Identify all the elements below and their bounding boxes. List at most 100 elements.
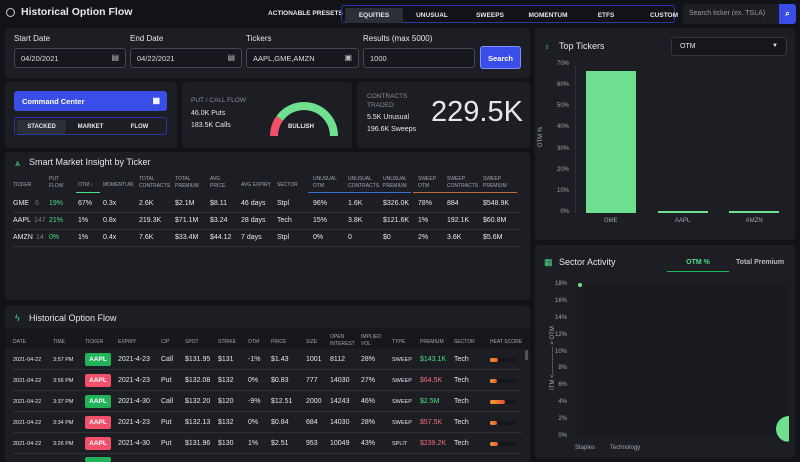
column-header[interactable]: DATE [13, 339, 26, 346]
column-header[interactable]: PREMIUM [420, 339, 444, 346]
ticker-badge[interactable]: AAPL [85, 395, 111, 408]
ticker-name[interactable]: AAPL [13, 217, 31, 224]
search-button[interactable]: Search [480, 46, 521, 69]
table-cell: 192.1K [447, 217, 470, 224]
ticker-badge[interactable]: AAPL [85, 416, 111, 429]
ticker-badge[interactable]: AAPL [85, 437, 111, 450]
column-header[interactable]: TICKER [85, 339, 103, 346]
row-divider [13, 390, 522, 391]
calendar-icon[interactable]: ▤ [111, 53, 119, 62]
contracts-panel: CONTRACTS TRADED 5.5K Unusual 196.6K Swee… [357, 82, 530, 148]
preset-momentum[interactable]: MOMENTUM [528, 12, 568, 19]
column-header[interactable]: SECTOR [454, 339, 475, 346]
table-cell: 0.4x [103, 234, 117, 241]
ticker-badge[interactable]: AAPL [85, 374, 111, 387]
column-header[interactable]: PUT FLOW [49, 176, 63, 190]
data-point-technology[interactable] [776, 415, 789, 442]
column-header[interactable]: OTM ↓ [78, 182, 93, 189]
column-header[interactable]: PRICE [271, 339, 286, 346]
preset-custom[interactable]: CUSTOM [649, 12, 679, 19]
start-date-input[interactable]: 04/20/2021 ▤ [14, 48, 126, 68]
column-header[interactable]: SWEEP OTM [418, 176, 436, 190]
column-header[interactable]: SPOT [185, 339, 199, 346]
table-cell: Tech [277, 217, 292, 224]
preset-unusual[interactable]: UNUSUAL [416, 12, 448, 19]
ticker-badge[interactable]: AAPL [85, 353, 111, 366]
table-cell: 0% [313, 234, 324, 241]
preset-bar: EQUITIES UNUSUAL SWEEPS MOMENTUM ETFS CUSTOM [341, 5, 678, 23]
column-header-line1: HEAT SCORE [490, 339, 523, 345]
column-header-line2: INTEREST [330, 341, 355, 347]
column-header[interactable]: UNUSUAL OTM [313, 176, 337, 190]
column-header[interactable]: TIME [53, 339, 65, 346]
calendar-icon[interactable]: ▤ [227, 53, 235, 62]
column-header[interactable]: SWEEP CONTRACTS [447, 176, 478, 190]
heat-score-bar [490, 400, 517, 404]
end-date-input[interactable]: 04/22/2021 ▤ [130, 48, 242, 68]
time-cell: 3:34 PM [53, 420, 74, 426]
table-cell: 2% [418, 234, 429, 241]
scrollbar-thumb[interactable] [525, 350, 528, 360]
ticker-badge[interactable] [85, 457, 111, 462]
column-header-line1: OTM [248, 339, 260, 345]
y-tick-label: 8% [558, 365, 567, 372]
column-header[interactable]: SWEEP PREMIUM [483, 176, 507, 190]
column-header[interactable]: EXPIRY [118, 339, 136, 346]
table-cell: SWEEP [392, 357, 412, 363]
column-header[interactable]: C/P [161, 339, 169, 346]
put-call-panel: PUT / CALL FLOW 46.0K Puts 183.5K Calls … [182, 82, 352, 148]
row-divider [13, 453, 522, 454]
column-header[interactable]: IMPLIED VOL [361, 334, 381, 348]
tickers-input[interactable]: AAPL,GME,AMZN ▣ [246, 48, 359, 68]
table-cell: $57.5K [420, 419, 443, 426]
flow-header-bg [5, 328, 530, 349]
ticker-name[interactable]: AMZN [13, 234, 33, 241]
command-tab-stacked[interactable]: STACKED [17, 120, 66, 134]
column-header[interactable]: AVG PRICE [210, 176, 225, 190]
sector-tab-0[interactable]: OTM % [667, 259, 729, 272]
row-divider [13, 212, 522, 213]
bar-amzn[interactable] [729, 210, 780, 213]
preset-etfs[interactable]: ETFS [597, 12, 615, 19]
column-header[interactable]: HEAT SCORE [490, 339, 522, 346]
column-header[interactable]: SIZE [306, 339, 317, 346]
column-header[interactable]: MOMENTUM [103, 182, 133, 189]
column-header[interactable]: TOTAL CONTRACTS [139, 176, 170, 190]
metric-select[interactable]: OTM ▼ [671, 37, 787, 56]
column-header[interactable]: TOTAL PREMIUM [175, 176, 199, 190]
table-cell: 2000 [306, 398, 322, 405]
column-header[interactable]: AVG EXPIRY [241, 182, 271, 189]
preset-equities[interactable]: EQUITIES [345, 8, 403, 23]
table-cell: 1.6K [348, 200, 363, 207]
sector-tab-1[interactable]: Total Premium [735, 259, 785, 266]
column-header[interactable]: OPEN INTEREST [330, 334, 355, 348]
data-point-staples[interactable] [578, 283, 582, 287]
preset-sweeps[interactable]: SWEEPS [476, 12, 504, 19]
results-input[interactable]: 1000 [363, 48, 475, 68]
ticker-search-button[interactable]: ⌕ [779, 4, 796, 24]
column-header[interactable]: UNUSUAL CONTRACTS [348, 176, 379, 190]
command-tab-market[interactable]: MARKET [77, 124, 104, 130]
ticker-search-input[interactable]: Search ticker (ex. TSLA) [683, 4, 779, 24]
id-card-icon[interactable]: ▣ [344, 53, 352, 62]
table-cell: 19% [49, 200, 64, 207]
bar-aapl[interactable] [657, 210, 708, 213]
bar-gme[interactable] [585, 71, 636, 213]
column-header-line1: SPOT [185, 339, 199, 345]
ticker-name[interactable]: GME [13, 200, 29, 207]
column-header[interactable]: TYPE [392, 339, 405, 346]
table-cell: $121.6K [383, 217, 410, 224]
column-header[interactable]: UNUSUAL PREMIUM [383, 176, 407, 190]
column-header[interactable]: STRIKE [218, 339, 236, 346]
command-tab-flow[interactable]: FLOW [130, 124, 149, 130]
table-cell: 0.3x [103, 200, 117, 207]
column-header[interactable]: SECTOR [277, 182, 298, 189]
put-call-title: PUT / CALL FLOW [191, 97, 246, 104]
command-center-button[interactable]: Command Center ▦ [14, 91, 167, 111]
column-header-line1: PREMIUM [420, 339, 444, 345]
column-header[interactable]: TICKER [13, 182, 31, 189]
column-header[interactable]: OTM [248, 339, 259, 346]
table-cell: $1.43 [271, 356, 289, 363]
table-cell: 3.6K [447, 234, 462, 241]
date-cell: 2021-04-22 [13, 399, 42, 405]
